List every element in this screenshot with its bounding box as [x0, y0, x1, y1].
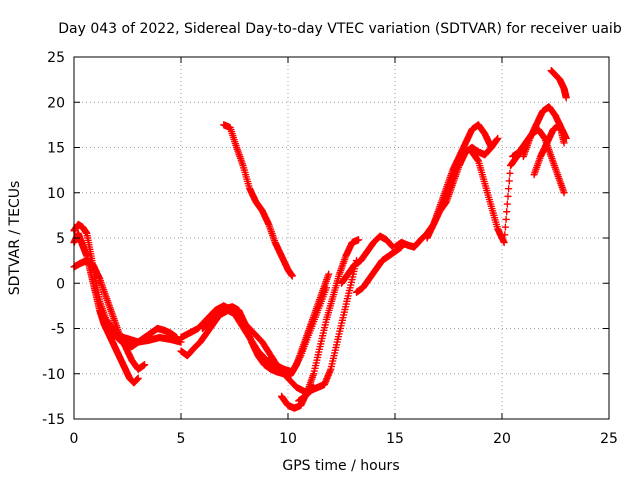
- series-arc-15: [468, 143, 528, 247]
- grid: [74, 57, 609, 419]
- series-arc-11: [337, 232, 397, 287]
- y-tick-label: -15: [42, 412, 65, 428]
- y-axis-label: SDTVAR / TECUs: [7, 181, 23, 296]
- series-arc-12: [352, 243, 406, 296]
- series-arc-14: [423, 121, 495, 242]
- series-arc-8: [220, 121, 296, 280]
- chart-title: Day 043 of 2022, Sidereal Day-to-day VTE…: [58, 21, 622, 37]
- x-tick-label: 0: [70, 431, 79, 447]
- y-tick-label: 20: [47, 95, 65, 111]
- y-tick-label: 25: [47, 50, 65, 66]
- series-arc-7: [198, 306, 318, 396]
- y-tick-label: -10: [42, 367, 65, 383]
- series-arc-19: [547, 66, 570, 102]
- axis-ticks: 0 5 10 15 20 25 -15 -10 -5 0 5 10 15 20 25: [42, 50, 618, 447]
- y-tick-label: 15: [47, 141, 65, 157]
- x-tick-label: 10: [279, 431, 297, 447]
- x-tick-label: 5: [177, 431, 186, 447]
- x-tick-label: 25: [600, 431, 618, 447]
- x-tick-label: 15: [386, 431, 404, 447]
- series-arc-18: [530, 121, 568, 179]
- series-arc-10: [295, 256, 361, 405]
- x-axis-label: GPS time / hours: [282, 458, 399, 474]
- series-arc-3: [70, 256, 149, 373]
- y-tick-label: -5: [51, 322, 65, 338]
- y-tick-label: 10: [47, 186, 65, 202]
- y-tick-label: 0: [56, 276, 65, 292]
- x-tick-label: 20: [493, 431, 511, 447]
- series-arc-1: [70, 220, 185, 346]
- series-arc-4: [102, 320, 181, 351]
- data-series-group: [70, 66, 570, 412]
- y-tick-label: 5: [56, 231, 65, 247]
